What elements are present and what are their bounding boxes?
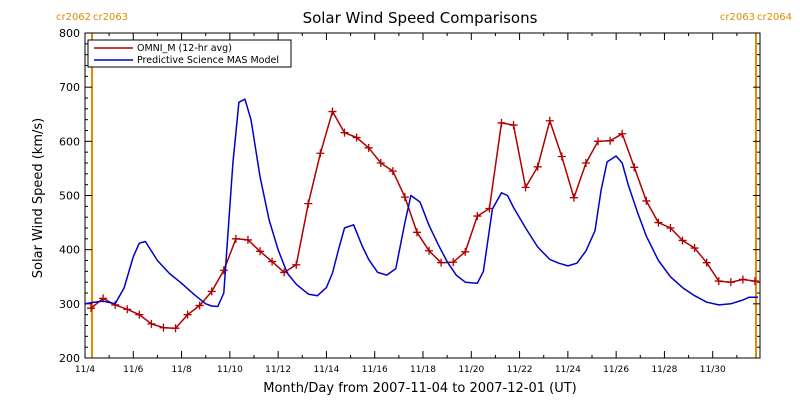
series-0-point [497,118,506,127]
series-0-point [461,247,470,256]
series-0-point [533,162,542,171]
legend: OMNI_M (12-hr avg) Predictive Science MA… [87,39,292,68]
series-0-point [207,287,216,296]
series-0-point [726,278,735,287]
x-tick-label: 11/16 [362,365,388,375]
series-0-point [678,236,687,245]
series-0-point [666,224,675,232]
x-tick-label: 11/10 [217,365,243,375]
series-0-point [87,304,96,313]
series-lines [84,98,759,333]
series-0-point [183,310,192,319]
series-0-point [654,218,663,227]
series-0-point [594,137,603,146]
series-0-point [545,116,554,125]
series-0-point [388,167,397,176]
series-0-point [521,183,530,192]
series-0-point [135,310,144,319]
y-axis-label: Solar Wind Speed (km/s) [31,118,46,278]
x-tick-label: 11/26 [603,365,629,375]
series-0-point [364,143,373,152]
series-0-point [618,129,627,138]
y-tick-label: 200 [59,352,80,365]
series-0-point [304,199,313,208]
x-tick-label: 11/24 [555,365,581,375]
series-0-point [473,212,482,221]
series-0-point [256,247,265,256]
series-0-point [557,152,566,161]
legend-box [87,39,292,68]
x-tick-label: 11/22 [507,365,533,375]
series-0-point [437,258,446,267]
series-0-point [642,196,651,205]
axes: 200 300 400 500 600 700 800 11/4 11/6 11/8 11/10 11… [59,27,761,375]
x-tick-label: 11/12 [265,365,291,375]
legend-label-omni: OMNI_M (12-hr avg) [137,43,232,54]
x-tick-label: 11/6 [123,365,143,375]
rotation-marker-left-label-0: cr2062 [56,12,91,23]
series-line-1 [84,98,758,308]
series-0-point [219,266,228,275]
x-tick-label: 11/30 [700,365,726,375]
series-0-point [738,275,747,284]
series-0-point [412,228,421,237]
legend-label-mas: Predictive Science MAS Model [137,55,279,66]
series-0-point [243,235,252,244]
series-0-point [606,136,615,145]
series-0-point [195,301,204,310]
series-0-point [231,234,240,243]
series-0-point [159,323,168,332]
series-0-point [714,277,723,286]
series-0-point [509,121,518,130]
series-0-point [171,324,180,333]
series-0-point [400,193,409,202]
series-0-point [376,159,385,167]
series-0-point [123,305,132,314]
series-0-point [292,260,301,269]
series-0-point [702,258,711,267]
y-tick-label: 400 [59,244,80,257]
series-0-point [569,193,578,202]
series-0-point [750,277,759,286]
series-0-point [630,163,639,172]
x-tick-label: 11/14 [313,365,339,375]
series-0-point [316,149,325,158]
y-tick-label: 500 [59,190,80,203]
x-tick-label: 11/4 [75,365,95,375]
x-axis-label: Month/Day from 2007-11-04 to 2007-12-01 … [263,381,576,396]
rotation-marker-left-label-1: cr2063 [720,12,755,23]
rotation-marker-right-label-0: cr2063 [93,12,128,23]
x-tick-label: 11/20 [458,365,484,375]
y-tick-label: 800 [59,27,80,40]
plot-frame [84,32,761,359]
x-tick-label: 11/28 [651,365,677,375]
y-tick-label: 700 [59,81,80,94]
series-0-point [328,107,337,116]
y-tick-label: 600 [59,135,80,148]
chart-title: Solar Wind Speed Comparisons [303,9,538,27]
series-0-point [352,133,361,142]
series-0-point [147,319,156,328]
series-0-point [449,258,458,267]
series-0-point [690,244,699,253]
series-0-point [111,300,120,309]
x-tick-label: 11/8 [171,365,191,375]
y-tick-label: 300 [59,298,80,311]
series-0-point [268,257,277,266]
series-line-0 [90,110,756,329]
series-0-point [425,246,434,255]
series-0-point [581,159,590,167]
series-0-point [340,128,349,137]
x-tick-label: 11/18 [410,365,436,375]
rotation-marker-right-label-1: cr2064 [757,12,792,23]
